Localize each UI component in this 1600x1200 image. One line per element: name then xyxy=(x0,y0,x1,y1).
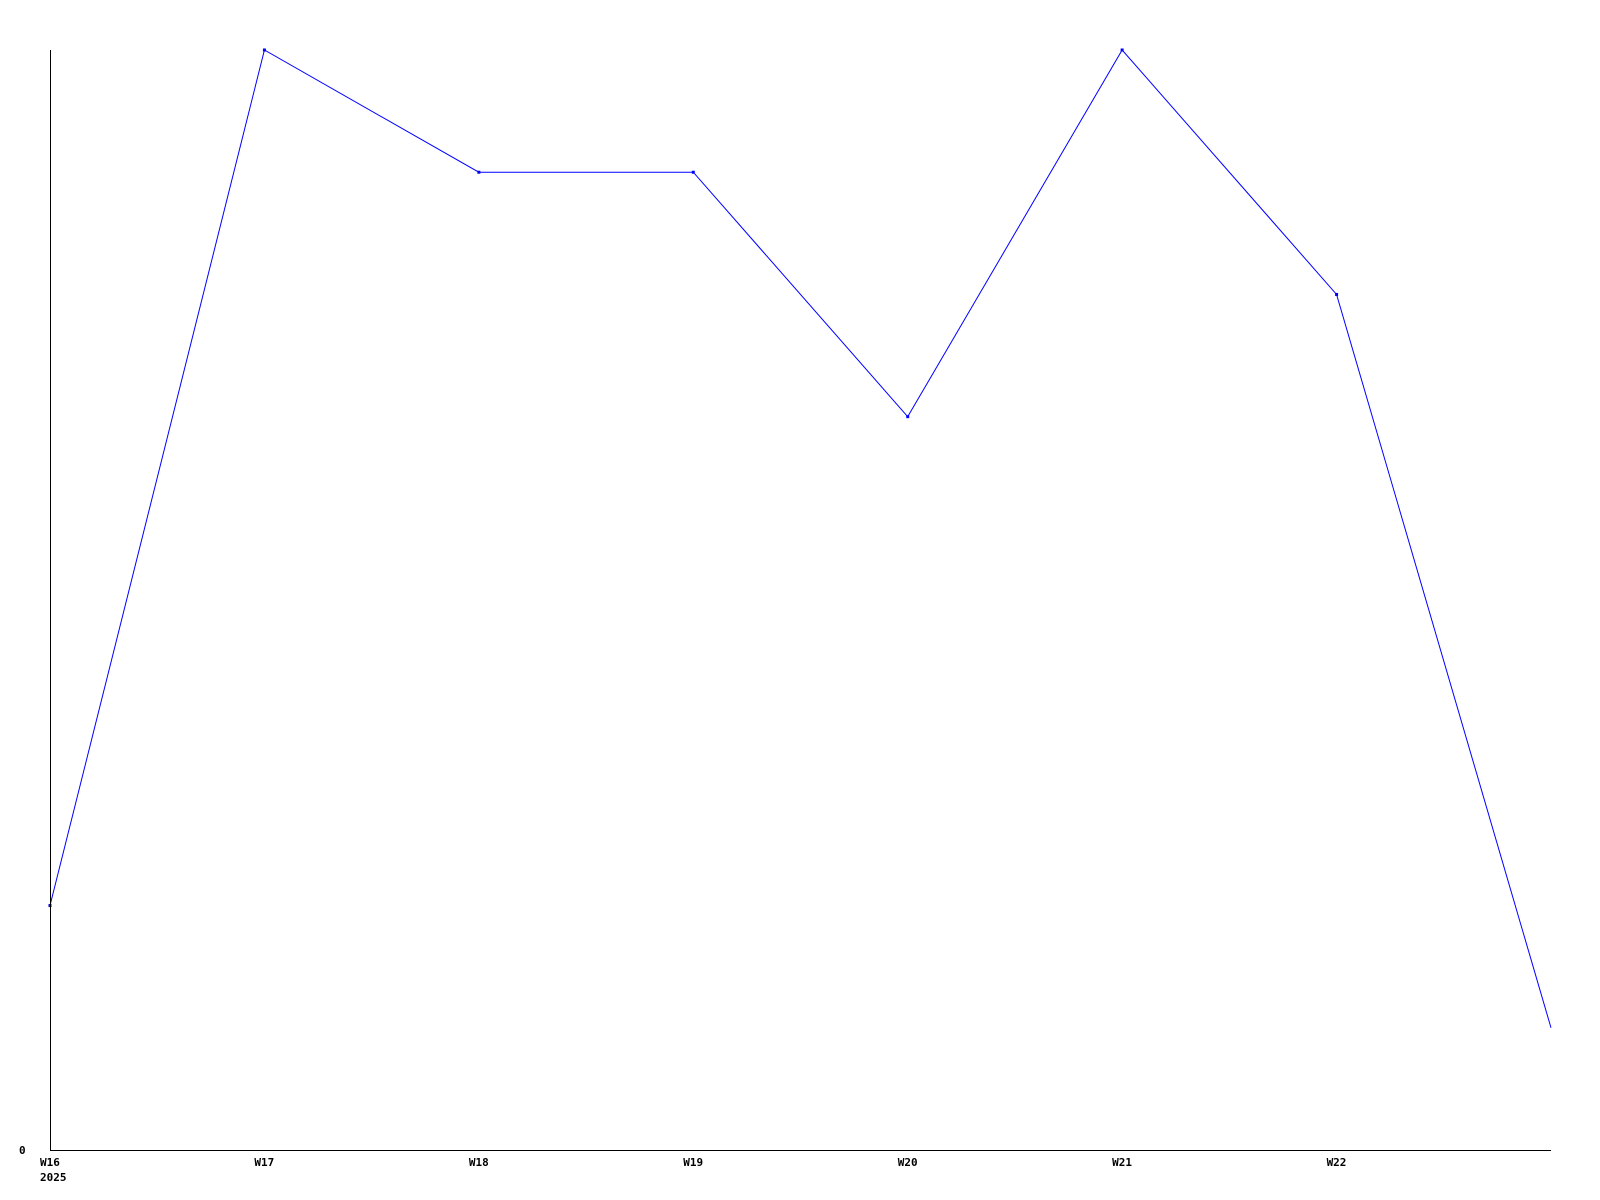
data-point xyxy=(1120,48,1124,52)
x-tick-label: W18 xyxy=(469,1156,489,1169)
series-line xyxy=(49,49,1552,1028)
data-point xyxy=(1335,292,1339,296)
data-point xyxy=(691,170,695,174)
data-point xyxy=(262,48,266,52)
x-tick-label: W20 xyxy=(898,1156,918,1169)
x-sub-label-year: 2025 xyxy=(40,1171,67,1184)
x-tick-label: W19 xyxy=(683,1156,703,1169)
data-point xyxy=(477,170,481,174)
x-tick-label: W17 xyxy=(254,1156,274,1169)
x-tick-label: W22 xyxy=(1327,1156,1347,1169)
y-tick-label-0: 0 xyxy=(19,1144,26,1157)
data-point xyxy=(906,415,910,419)
x-tick-label: W21 xyxy=(1112,1156,1132,1169)
x-tick-label: W16 xyxy=(40,1156,60,1169)
